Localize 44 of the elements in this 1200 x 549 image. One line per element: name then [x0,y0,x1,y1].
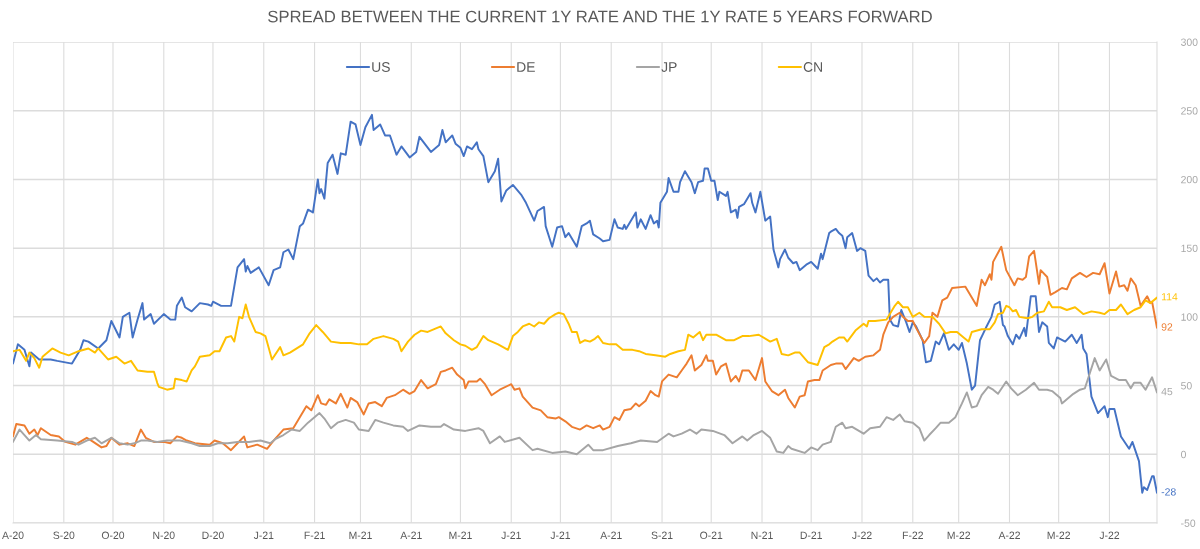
x-tick-label: M-22 [1047,531,1071,539]
x-tick-label: D-20 [202,531,224,539]
y-tick-label: 300 [1181,38,1198,46]
y-tick-label: 200 [1181,175,1198,184]
x-tick-label: S-21 [651,531,673,539]
annotation: 45 [1161,387,1173,396]
x-tick-label: J-21 [550,531,571,539]
x-tick-label: F-22 [902,531,923,539]
x-tick-label: J-21 [501,531,521,539]
x-tick-label: J-22 [1099,531,1120,539]
line-series [13,245,1157,452]
y-tick-label: 250 [1181,107,1198,115]
y-tick-label: 50 [1181,382,1192,390]
x-tick-label: S-20 [53,531,75,539]
y-tick-label: -50 [1181,519,1196,527]
legend-label: DE [517,62,535,72]
legend-label: CN [803,62,822,72]
x-tick-label: M-21 [349,531,372,539]
line-series [13,357,1157,456]
x-tick-label: J-21 [253,531,274,539]
line-series [13,113,1157,494]
x-tick-label: A-21 [600,531,622,539]
x-tick-label: F-21 [304,531,325,539]
y-tick-label: 0 [1181,450,1186,459]
legend-label: JP [661,62,677,72]
x-tick-label: N-21 [751,531,773,539]
x-tick-label: D-21 [800,531,822,539]
y-tick-label: 150 [1181,244,1198,253]
line-series [13,296,1157,391]
x-tick-label: A-20 [2,531,24,539]
annotation: -28 [1161,488,1176,496]
x-tick-label: M-21 [449,531,472,539]
annotation: 114 [1161,293,1178,301]
y-tick-label: 100 [1181,313,1198,321]
x-tick-label: J-22 [852,531,872,539]
x-tick-label: N-20 [153,531,175,539]
x-tick-label: O-20 [101,531,125,539]
x-tick-label: A-21 [400,531,422,539]
chart-title: SPREAD BETWEEN THE CURRENT 1Y RATE AND THE 1Y RATE 5 YEARS FORWARD [268,10,932,23]
x-tick-label: M-22 [947,531,971,539]
x-tick-label: O-21 [700,531,723,539]
legend-label: US [372,62,390,72]
x-tick-label: A-22 [998,531,1020,539]
annotation: 92 [1161,323,1173,331]
